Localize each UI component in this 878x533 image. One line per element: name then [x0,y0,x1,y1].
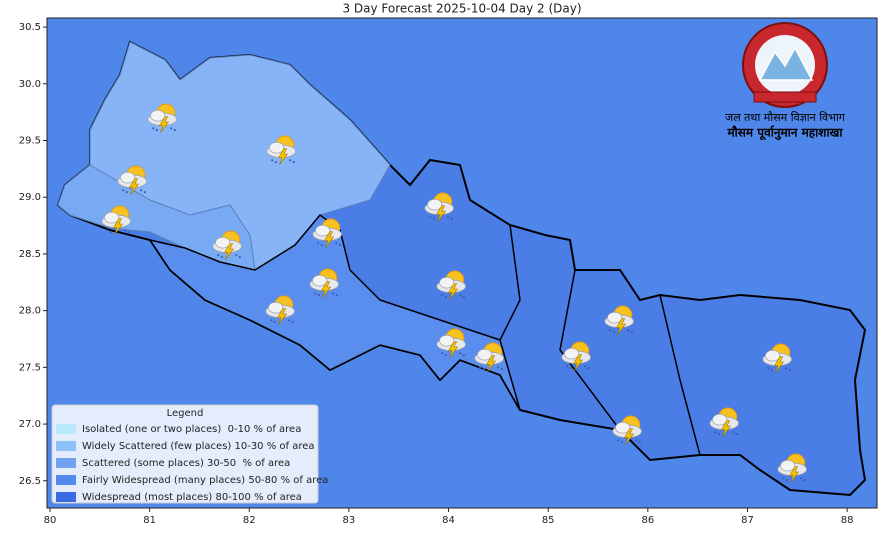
legend-label: Isolated (one or two places) 0-10 % of a… [82,424,301,435]
logo-text: जल तथा मौसम विज्ञान विभाग [725,111,846,124]
legend-label: Scattered (some places) 30-50 % of area [82,458,290,469]
x-tick-label: 84 [442,515,455,526]
emblem-mountain [758,46,814,81]
x-tick-label: 88 [841,515,854,526]
legend-label: Widely Scattered (few places) 10-30 % of… [82,441,315,452]
region-lumbini [148,213,521,411]
province-boundary [499,224,701,456]
emblem-banner [753,91,817,103]
map-title: 3 Day Forecast 2025-10-04 Day 2 (Day) [342,2,581,16]
y-tick-label: 29.0 [19,192,41,203]
legend-label: Fairly Widespread (many places) 50-80 % … [82,475,328,486]
x-tick-label: 83 [343,515,356,526]
y-tick-label: 27.5 [19,362,41,373]
legend-title: Legend [167,408,204,419]
x-tick-label: 87 [741,515,754,526]
legend-swatch [56,424,76,434]
y-tick-label: 28.5 [19,249,41,260]
y-tick-label: 29.5 [19,136,41,147]
y-tick-label: 30.0 [19,79,41,90]
y-tick-label: 27.0 [19,419,41,430]
logo [742,22,828,108]
y-tick-label: 26.5 [19,476,41,487]
legend-swatch [56,458,76,468]
legend-swatch [56,492,76,502]
logo-text: मौसम पूर्वानुमान महाशाखा [727,126,844,141]
legend-box [51,404,319,504]
x-tick-label: 81 [143,515,156,526]
x-tick-label: 82 [243,515,256,526]
x-tick-label: 85 [542,515,555,526]
legend-swatch [56,475,76,485]
legend-label: Widespread (most places) 80-100 % of are… [82,492,302,503]
x-tick-label: 86 [641,515,654,526]
y-tick-label: 28.0 [19,306,41,317]
x-tick-label: 80 [44,515,57,526]
y-tick-label: 30.5 [19,22,41,33]
legend-swatch [56,441,76,451]
